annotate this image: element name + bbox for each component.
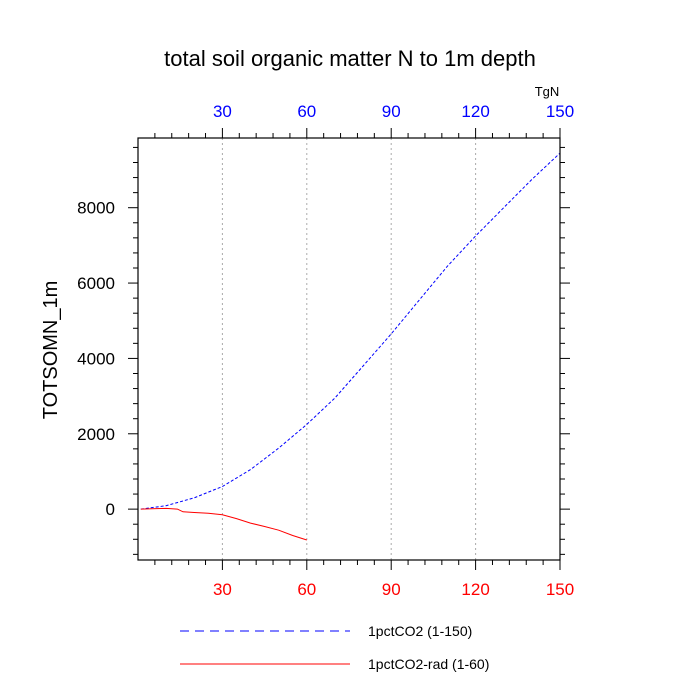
legend-label-1pctCO2-rad: 1pctCO2-rad (1-60) [368, 656, 489, 672]
x-tick-label-bottom-150: 150 [546, 580, 574, 599]
plot-frame [137, 137, 561, 561]
x-tick-label-bottom-30: 30 [213, 580, 232, 599]
x-tick-label-top-120: 120 [461, 102, 489, 121]
legend: 1pctCO2 (1-150) 1pctCO2-rad (1-60) [180, 623, 489, 672]
grid [221, 138, 477, 560]
chart-title: total soil organic matter N to 1m depth [164, 46, 536, 71]
y-axis-label: TOTSOMN_1m [40, 281, 62, 420]
y-tick-label-6000: 6000 [77, 274, 115, 293]
axes: 30 30 60 60 90 90 120 120 150 150 0 2000 4000 6000 800… [77, 102, 574, 599]
series-layer [140, 152, 561, 541]
x-tick-label-top-90: 90 [382, 102, 401, 121]
x-tick-label-bottom-60: 60 [297, 580, 316, 599]
units-label: TgN [535, 84, 560, 99]
x-tick-label-top-30: 30 [213, 102, 232, 121]
x-tick-label-top-60: 60 [297, 102, 316, 121]
x-tick-label-bottom-120: 120 [461, 580, 489, 599]
x-tick-label-top-150: 150 [546, 102, 574, 121]
y-tick-label-4000: 4000 [77, 349, 115, 368]
legend-label-1pctCO2: 1pctCO2 (1-150) [368, 623, 472, 639]
series-line-1pctCO2 [140, 152, 561, 510]
y-tick-label-8000: 8000 [77, 199, 115, 218]
y-tick-label-2000: 2000 [77, 425, 115, 444]
x-tick-label-bottom-90: 90 [382, 580, 401, 599]
series-line-1pctCO2-rad [140, 507, 307, 541]
y-tick-label-0: 0 [106, 500, 115, 519]
